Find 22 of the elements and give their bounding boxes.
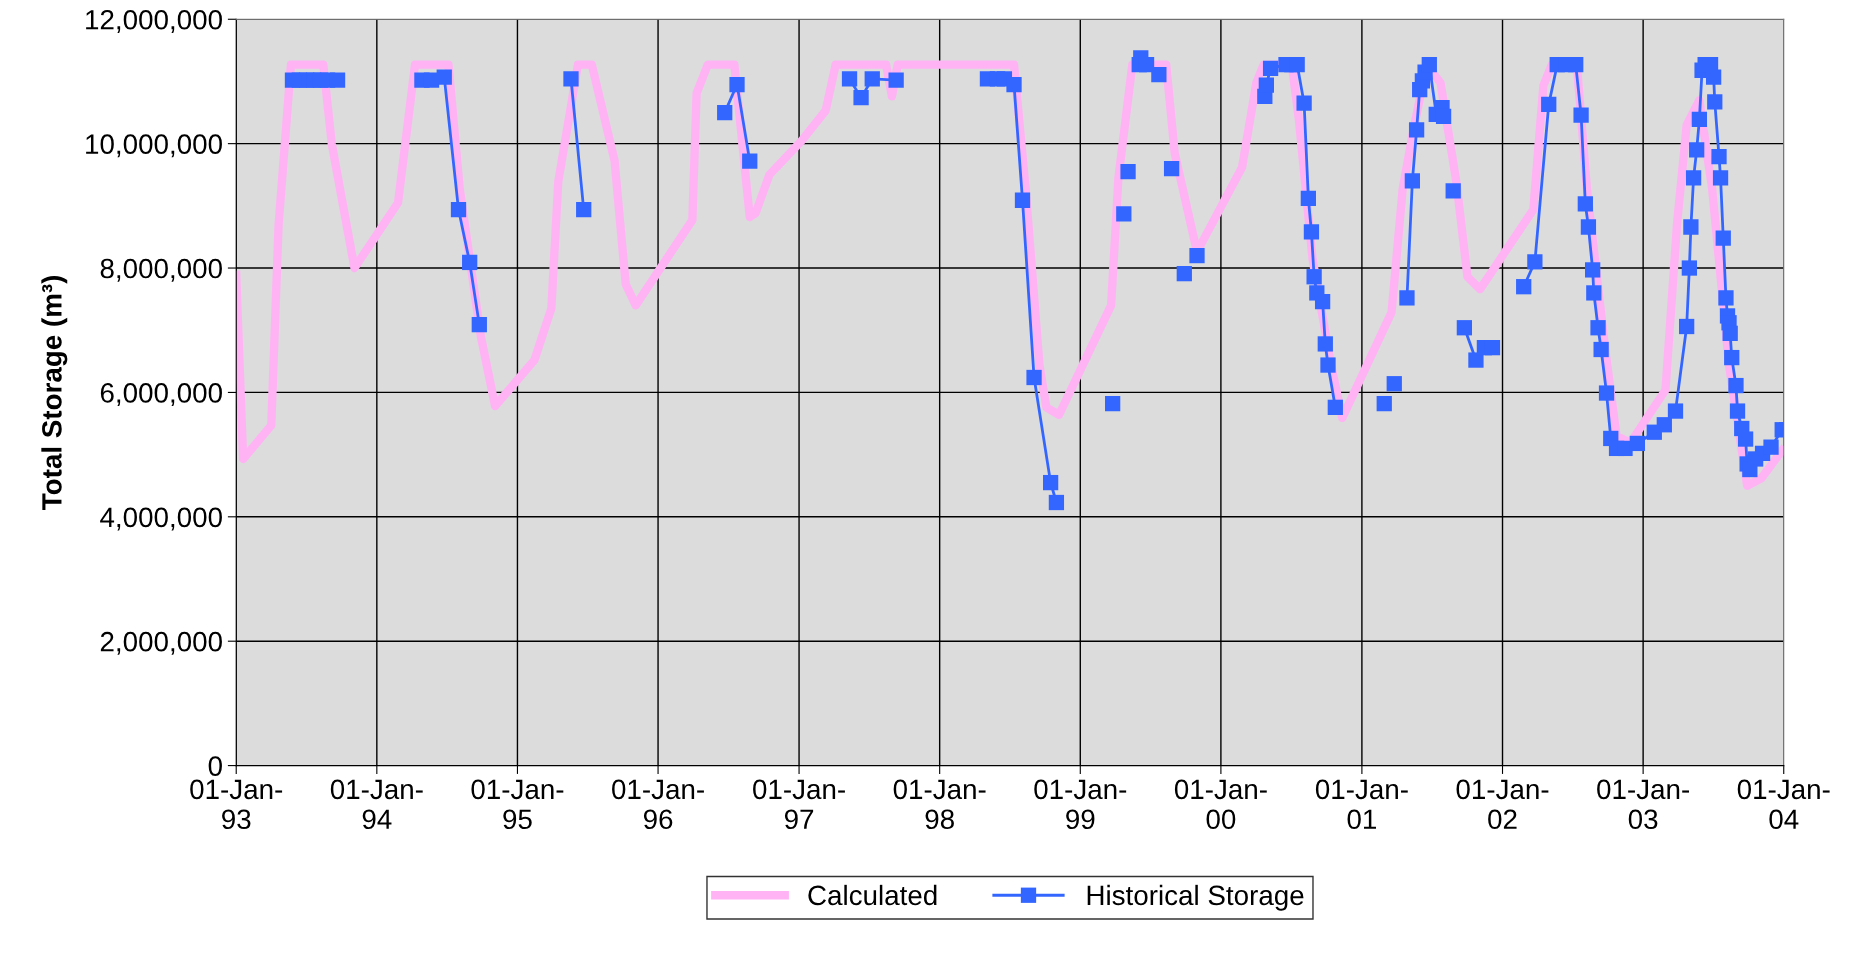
- x-tick-label: 01-Jan- 93: [190, 779, 283, 830]
- x-tick-label: 01-Jan- 98: [893, 779, 986, 830]
- y-tick-label: 8,000,000: [100, 258, 222, 282]
- x-tick-label: 01-Jan- 02: [1456, 779, 1549, 830]
- x-tick-label: 01-Jan- 03: [1597, 779, 1689, 830]
- legend-label: Historical Storage: [1087, 884, 1304, 911]
- y-tick-label: 0: [208, 756, 222, 776]
- y-axis-title: Total Storage (m³): [41, 275, 68, 510]
- x-tick-label: 01-Jan- 00: [1174, 779, 1267, 830]
- y-tick-label: 2,000,000: [100, 631, 222, 655]
- x-tick-label: 01-Jan- 96: [612, 779, 704, 830]
- x-tick-label: 01-Jan- 97: [753, 779, 845, 830]
- y-tick-label: 6,000,000: [100, 383, 222, 407]
- legend-label: Calculated: [808, 884, 937, 906]
- x-tick-label: 01-Jan- 04: [1737, 779, 1830, 830]
- x-tick-label: 01-Jan- 99: [1034, 779, 1127, 830]
- x-tick-label: 01-Jan- 01: [1315, 779, 1408, 830]
- x-tick-label: 01-Jan- 94: [330, 779, 423, 830]
- y-tick-label: 12,000,000: [86, 9, 222, 33]
- y-tick-label: 4,000,000: [100, 507, 222, 531]
- y-tick-label: 10,000,000: [86, 134, 222, 158]
- x-tick-label: 01-Jan- 95: [471, 779, 564, 830]
